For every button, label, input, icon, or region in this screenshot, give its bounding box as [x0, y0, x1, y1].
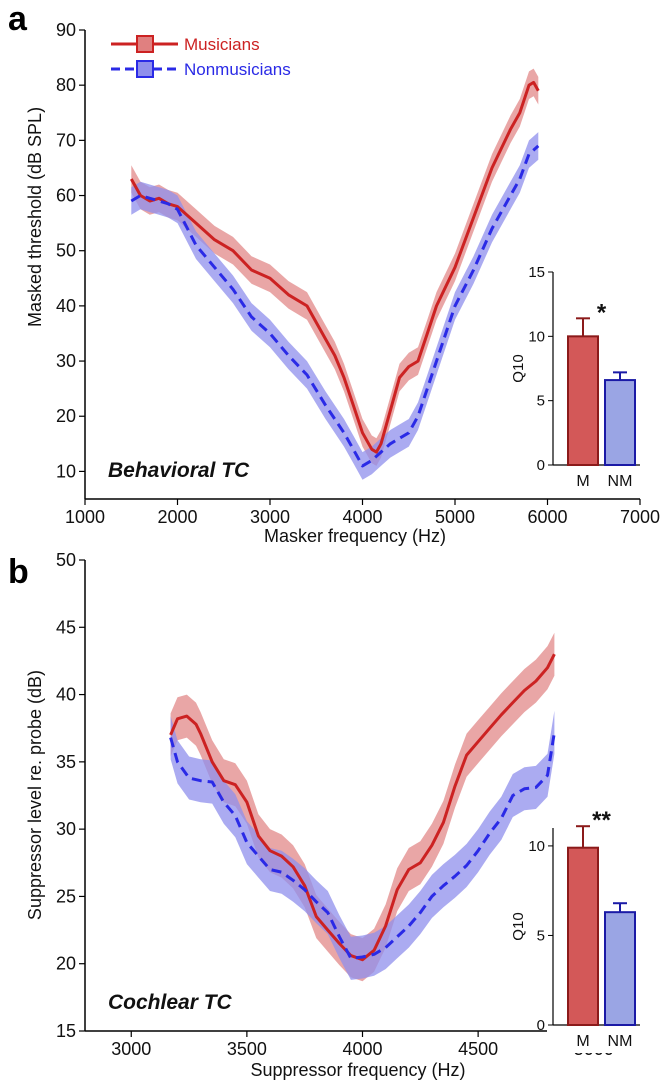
band-nonmusicians — [170, 710, 555, 980]
inset-category-label: NM — [608, 473, 633, 490]
legend-nonmusicians-swatch — [136, 60, 154, 78]
y-tick-label: 70 — [56, 130, 76, 150]
y-tick-label: 60 — [56, 186, 76, 206]
inset-bar-nm — [604, 911, 636, 1026]
panel-a-annotation: Behavioral TC — [108, 459, 250, 482]
y-tick-label: 80 — [56, 75, 76, 95]
y-tick-label: 50 — [56, 550, 76, 570]
legend-musicians-swatch — [136, 35, 154, 53]
inset-category-label: M — [576, 1033, 589, 1050]
series-line-nonmusicians — [169, 732, 556, 960]
y-tick-label: 40 — [56, 296, 76, 316]
panel-a-x-ticks: 1000 2000 3000 4000 5000 6000 7000 — [65, 499, 660, 527]
y-tick-label: 30 — [56, 351, 76, 371]
inset-y-tick-label: 10 — [528, 328, 545, 345]
inset-bar-m — [567, 846, 599, 1027]
inset-significance: * — [597, 299, 607, 326]
inset-y-tick-label: 0 — [537, 457, 545, 474]
panel-b-inset: 0 5 10 Q10 M NM ** — [510, 807, 646, 1053]
x-tick-label: 4500 — [458, 1039, 498, 1059]
inset-y-label: Q10 — [510, 912, 527, 940]
inset-y-tick-label: 10 — [528, 838, 545, 855]
y-tick-label: 50 — [56, 241, 76, 261]
panel-b-lines — [169, 653, 556, 962]
y-tick-label: 20 — [56, 954, 76, 974]
x-tick-label: 4000 — [342, 507, 382, 527]
y-tick-label: 15 — [56, 1021, 76, 1041]
legend: Musicians Nonmusicians — [111, 35, 291, 79]
panel-b-letter: b — [8, 553, 29, 591]
panel-a-inset: 0 5 10 15 Q10 M NM * — [510, 264, 646, 493]
y-tick-label: 20 — [56, 406, 76, 426]
panel-a-letter: a — [8, 0, 28, 38]
x-tick-label: 7000 — [620, 507, 660, 527]
x-tick-label: 3500 — [227, 1039, 267, 1059]
inset-bar-nm — [604, 379, 636, 466]
panel-b-x-label: Suppressor frequency (Hz) — [250, 1060, 465, 1080]
inset-category-label: M — [576, 473, 589, 490]
legend-nonmusicians-label: Nonmusicians — [184, 60, 291, 79]
panel-a-y-ticks: 10 20 30 40 50 60 70 80 90 — [56, 20, 85, 481]
x-tick-label: 3000 — [111, 1039, 151, 1059]
inset-y-tick-label: 5 — [537, 393, 545, 410]
panel-a-lines — [129, 80, 540, 468]
x-tick-label: 3000 — [250, 507, 290, 527]
legend-musicians-label: Musicians — [184, 35, 260, 54]
y-tick-label: 45 — [56, 617, 76, 637]
panel-a-x-label: Masker frequency (Hz) — [264, 526, 446, 546]
inset-significance: ** — [592, 807, 611, 834]
inset-y-tick-label: 5 — [537, 927, 545, 944]
panel-a-y-label: Masked threshold (dB SPL) — [25, 107, 45, 327]
y-tick-label: 40 — [56, 685, 76, 705]
x-tick-label: 4000 — [342, 1039, 382, 1059]
inset-y-label: Q10 — [510, 354, 527, 382]
series-line-nonmusicians — [130, 144, 540, 468]
x-tick-label: 2000 — [157, 507, 197, 527]
x-tick-label: 5000 — [435, 507, 475, 527]
inset-y-tick-label: 15 — [528, 264, 545, 281]
panel-b-annotation: Cochlear TC — [108, 991, 233, 1014]
y-tick-label: 10 — [56, 461, 76, 481]
x-tick-label: 6000 — [527, 507, 567, 527]
band-nonmusicians — [131, 132, 539, 480]
y-tick-label: 30 — [56, 819, 76, 839]
inset-category-label: NM — [608, 1033, 633, 1050]
y-tick-label: 90 — [56, 20, 76, 40]
band-musicians — [131, 68, 539, 466]
panel-b-y-label: Suppressor level re. probe (dB) — [25, 670, 45, 920]
x-tick-label: 1000 — [65, 507, 105, 527]
inset-bar-m — [567, 335, 599, 467]
panel-a-bands — [131, 68, 539, 480]
panel-b-x-ticks: 30003500400045005000 — [111, 1031, 614, 1059]
inset-y-tick-label: 0 — [537, 1017, 545, 1034]
series-line-musicians — [129, 80, 540, 454]
y-tick-label: 35 — [56, 752, 76, 772]
panel-b-y-ticks: 15 20 25 30 35 40 45 50 — [56, 550, 85, 1041]
y-tick-label: 25 — [56, 886, 76, 906]
